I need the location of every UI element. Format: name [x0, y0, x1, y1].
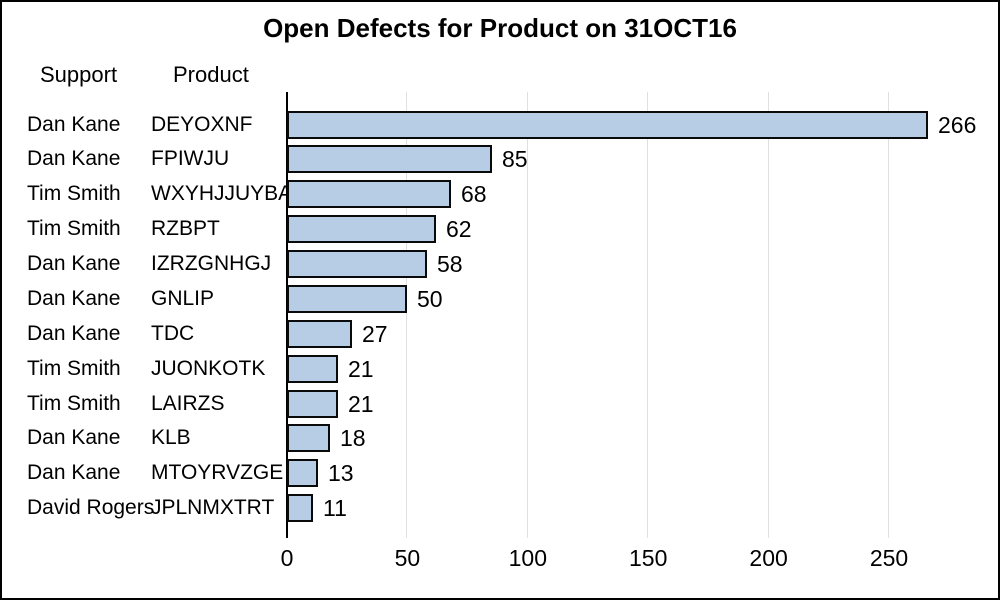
product-label: DEYOXNF — [151, 113, 253, 136]
product-label: FPIWJU — [151, 147, 230, 170]
product-label: RZBPT — [151, 217, 220, 240]
chart-title: Open Defects for Product on 31OCT16 — [263, 13, 737, 43]
bar-DEYOXNF — [287, 111, 928, 139]
product-label: JPLNMXTRT — [151, 496, 275, 519]
column-header-support: Support — [40, 62, 118, 87]
bar-value-label: 85 — [502, 146, 528, 172]
support-label: Dan Kane — [27, 113, 121, 136]
bar-value-label: 62 — [446, 216, 472, 242]
support-label: Dan Kane — [27, 252, 121, 275]
bar-LAIRZS — [287, 390, 338, 418]
product-label: WXYHJJUYBA — [151, 182, 293, 205]
gridline-200 — [767, 92, 769, 538]
product-label: IZRZGNHGJ — [151, 252, 272, 275]
bar-value-label: 50 — [417, 286, 443, 312]
bar-MTOYRVZGE — [287, 459, 318, 487]
x-tick-label-50: 50 — [394, 545, 421, 571]
x-tick-label-150: 150 — [629, 545, 668, 571]
product-label: JUONKOTK — [151, 357, 266, 380]
support-label: Dan Kane — [27, 461, 121, 484]
bar-GNLIP — [287, 285, 407, 313]
x-tick-label-0: 0 — [280, 545, 294, 571]
gridline-50 — [406, 92, 408, 538]
bar-WXYHJJUYBA — [287, 180, 451, 208]
support-label: Tim Smith — [27, 357, 121, 380]
bar-value-label: 68 — [461, 181, 487, 207]
bar-JPLNMXTRT — [287, 494, 313, 522]
x-tick-label-250: 250 — [869, 545, 909, 571]
bar-value-label: 11 — [323, 495, 347, 521]
support-label: Dan Kane — [27, 287, 121, 310]
gridline-100 — [526, 92, 528, 538]
bar-value-label: 21 — [348, 356, 374, 382]
x-tick-label-100: 100 — [508, 545, 547, 571]
bar-IZRZGNHGJ — [287, 250, 427, 278]
support-label: Tim Smith — [27, 392, 121, 415]
bar-KLB — [287, 424, 330, 452]
support-label: Tim Smith — [27, 182, 121, 205]
support-label: Dan Kane — [27, 322, 121, 345]
bar-FPIWJU — [287, 145, 492, 173]
bar-value-label: 27 — [362, 321, 388, 347]
bar-TDC — [287, 320, 352, 348]
column-header-product: Product — [173, 62, 249, 87]
bar-JUONKOTK — [287, 355, 338, 383]
support-label: Tim Smith — [27, 217, 121, 240]
bar-value-label: 13 — [328, 460, 354, 486]
bar-value-label: 21 — [348, 391, 374, 417]
bar-value-label: 18 — [340, 425, 366, 451]
support-label: Dan Kane — [27, 426, 121, 449]
product-label: TDC — [151, 322, 195, 345]
bar-value-label: 266 — [938, 112, 977, 138]
y-axis-line — [286, 92, 288, 538]
product-label: MTOYRVZGE — [151, 461, 284, 484]
bar-value-label: 58 — [437, 251, 463, 277]
support-label: David Rogers — [27, 496, 155, 519]
support-label: Dan Kane — [27, 147, 121, 170]
gridline-250 — [888, 92, 889, 538]
product-label: GNLIP — [151, 287, 215, 310]
gridline-150 — [647, 92, 649, 538]
product-label: KLB — [151, 426, 191, 449]
x-tick-label-200: 200 — [749, 545, 788, 571]
bar-RZBPT — [287, 215, 436, 243]
product-label: LAIRZS — [151, 392, 225, 415]
